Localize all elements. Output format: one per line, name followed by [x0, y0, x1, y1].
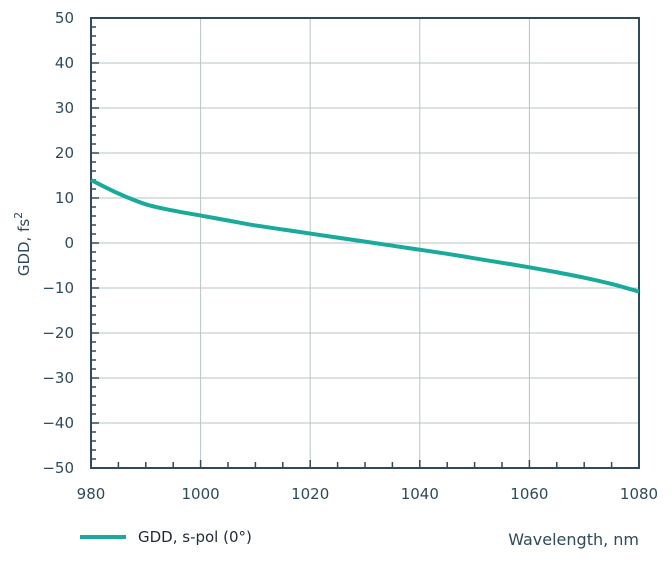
x-tick-label: 1020 — [291, 485, 329, 503]
y-tick-label: −30 — [42, 369, 74, 387]
y-axis-title-superscript: 2 — [12, 212, 25, 219]
series-line-gdd-s-pol — [90, 178, 640, 294]
y-tick-label: 40 — [55, 54, 74, 72]
y-tick-label: 50 — [55, 9, 74, 27]
x-tick-label: 1000 — [182, 485, 220, 503]
y-tick-label: −40 — [42, 414, 74, 432]
y-tick-label: −10 — [42, 279, 74, 297]
y-tick-label: 0 — [64, 234, 74, 252]
x-tick-labels: 980 1000 1020 1040 1060 1080 — [77, 485, 658, 503]
y-tick-label: −50 — [42, 459, 74, 477]
x-axis-title: Wavelength, nm — [508, 530, 639, 549]
x-tick-label: 980 — [77, 485, 106, 503]
series-layer — [90, 178, 640, 294]
legend: GDD, s-pol (0°) — [80, 528, 252, 546]
y-tick-label: 30 — [55, 99, 74, 117]
y-tick-label: 10 — [55, 189, 74, 207]
y-tick-labels: 50 40 30 20 10 0 −10 −20 −30 −40 −50 — [42, 9, 74, 477]
y-tick-label: −20 — [42, 324, 74, 342]
legend-label: GDD, s-pol (0°) — [138, 528, 252, 546]
plot-frame — [90, 17, 640, 469]
x-tick-label: 1040 — [401, 485, 439, 503]
x-tick-label: 1080 — [620, 485, 658, 503]
legend-swatch — [80, 535, 126, 539]
y-tick-label: 20 — [55, 144, 74, 162]
x-tick-label: 1060 — [510, 485, 548, 503]
y-axis-title: GDD, fs2 — [12, 212, 33, 276]
y-axis-title-text: GDD, fs — [15, 219, 33, 277]
